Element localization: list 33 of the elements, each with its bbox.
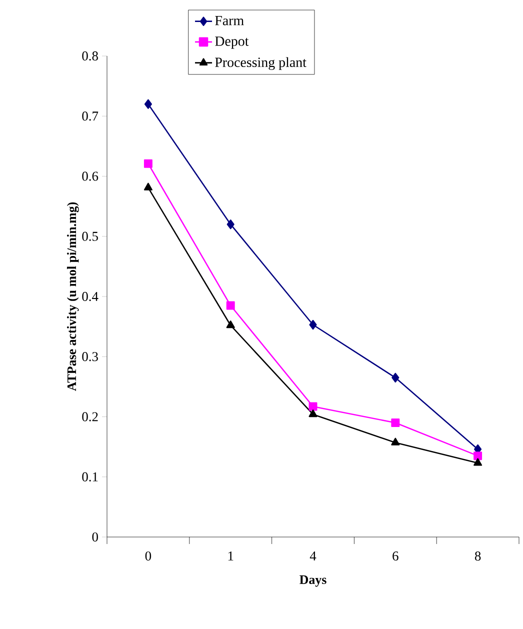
x-axis-title: Days [300, 575, 326, 587]
legend-label: Processing plant [215, 57, 306, 70]
point [308, 410, 318, 418]
y-tick-label: 0.5 [82, 232, 98, 241]
y-tick-label: 0 [92, 532, 98, 542]
point [226, 320, 235, 328]
x-tick-label: 6 [392, 552, 398, 561]
point [392, 372, 400, 382]
point [144, 159, 152, 168]
y-tick-label: 0.1 [82, 472, 98, 482]
y-tick-label: 0.3 [82, 352, 98, 362]
x-tick-label: 1 [228, 552, 234, 560]
x-tick-label: 4 [310, 552, 316, 560]
legend-label: Depot [215, 36, 249, 49]
point [474, 452, 482, 460]
point [144, 99, 152, 109]
y-tick-label: 0.7 [82, 112, 98, 121]
y-tick-label: 0.8 [82, 51, 98, 61]
point [309, 320, 317, 330]
point [226, 220, 234, 230]
point [391, 438, 400, 446]
y-axis-title: ATPase activity (u mol pi/min.mg) [66, 202, 79, 392]
y-tick-label: 0.4 [82, 292, 98, 302]
legend-label: Farm [215, 16, 244, 26]
point [226, 301, 235, 310]
point [474, 458, 482, 466]
y-tick-label: 0.6 [82, 172, 98, 181]
point [308, 402, 318, 411]
point [391, 418, 400, 427]
point [144, 182, 152, 190]
y-tick-label: 0.2 [82, 412, 98, 422]
x-tick-label: 0 [145, 552, 152, 561]
x-tick-label: 8 [474, 552, 481, 561]
